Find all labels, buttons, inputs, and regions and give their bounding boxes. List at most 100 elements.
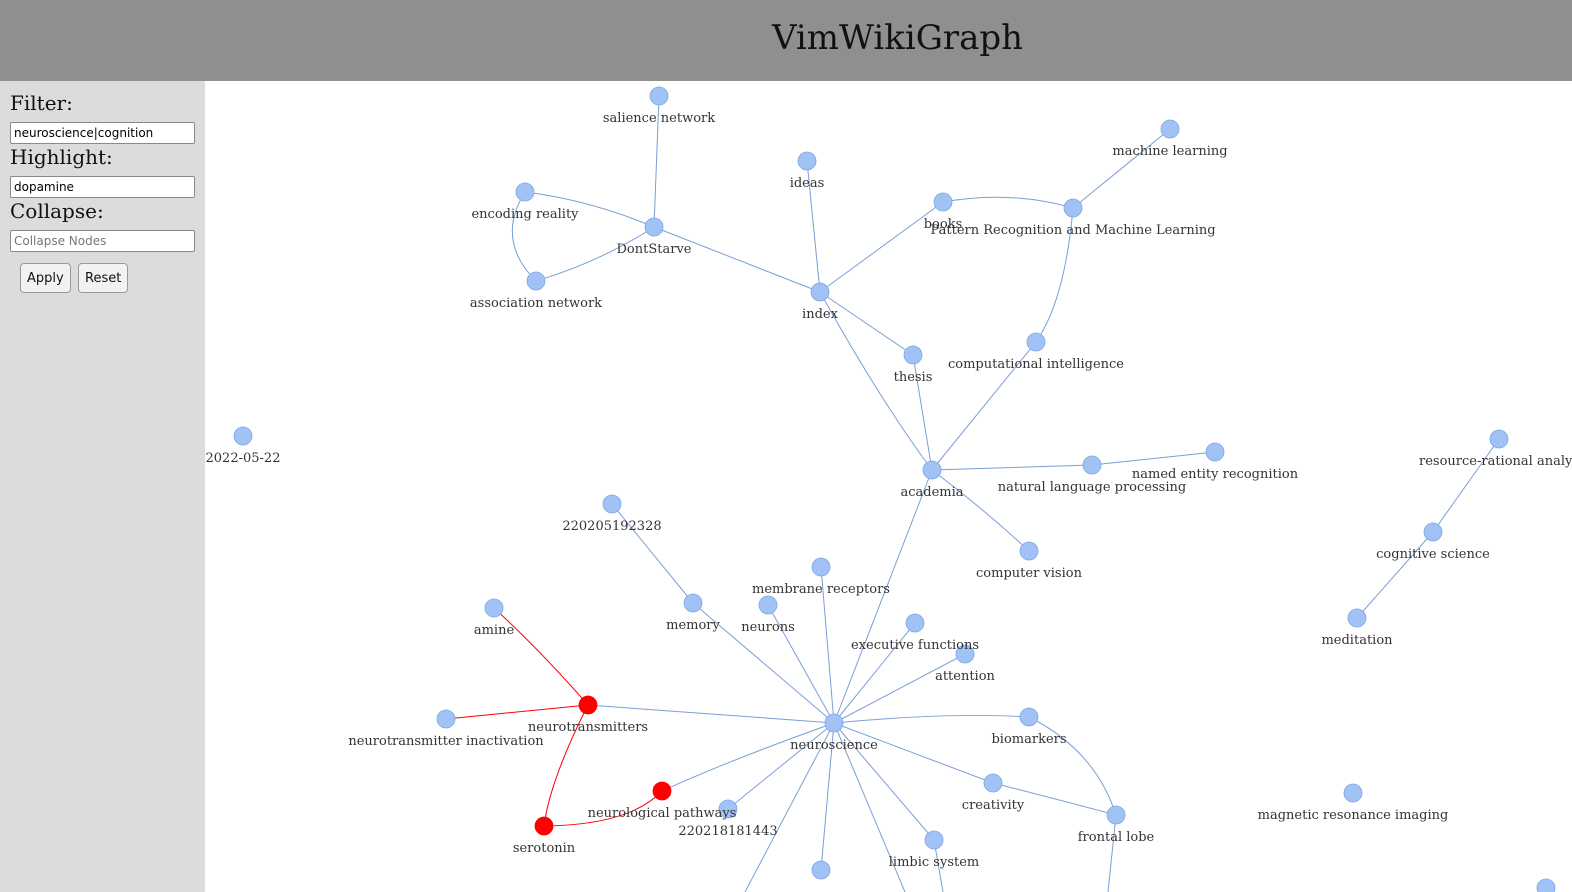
node-label-academia: academia	[900, 485, 963, 500]
node-label-id-220205: 220205192328	[562, 519, 661, 534]
reset-button[interactable]: Reset	[78, 263, 129, 293]
node-label-cognitive-science: cognitive science	[1376, 547, 1490, 562]
node-membrane-receptors[interactable]	[811, 557, 831, 577]
edge-cognitive_science-meditation	[1356, 531, 1434, 619]
node-id-220205[interactable]	[602, 494, 622, 514]
node-prml[interactable]	[1063, 198, 1083, 218]
filter-input[interactable]	[10, 122, 195, 144]
node-label-computational-intelligence: computational intelligence	[948, 357, 1124, 372]
node-label-neurological-pathways: neurological pathways	[588, 806, 737, 821]
edge-biomarkers-frontal_lobe	[1028, 716, 1117, 816]
node-ideas[interactable]	[797, 151, 817, 171]
edge-nlp-named_entity	[1091, 451, 1216, 466]
node-salience[interactable]	[649, 86, 669, 106]
edge-offscreen-1	[833, 722, 906, 892]
node-label-frontal-lobe: frontal lobe	[1078, 830, 1155, 845]
node-neurotransmitters[interactable]	[578, 695, 598, 715]
edge-index-books	[819, 201, 944, 293]
node-resource-rational[interactable]	[1489, 429, 1509, 449]
node-computer-vision[interactable]	[1019, 541, 1039, 561]
edge-index-thesis	[819, 291, 914, 356]
node-thesis[interactable]	[903, 345, 923, 365]
node-label-salience: salience network	[603, 111, 715, 126]
node-nt-inactivation[interactable]	[436, 709, 456, 729]
node-label-amine: amine	[474, 623, 515, 638]
node-executive-functions[interactable]	[905, 613, 925, 633]
node-id-220218[interactable]	[718, 799, 738, 819]
edge-neuroscience-id_220218	[727, 722, 835, 810]
node-label-nlp: natural language processing	[998, 480, 1186, 495]
node-label-executive-functions: executive functions	[851, 638, 979, 653]
node-biomarkers[interactable]	[1019, 707, 1039, 727]
node-label-association-network: association network	[470, 296, 602, 311]
node-serotonin[interactable]	[534, 816, 554, 836]
node-date-node[interactable]	[233, 426, 253, 446]
highlight-input[interactable]	[10, 176, 195, 198]
node-frontal-lobe[interactable]	[1106, 805, 1126, 825]
node-creativity[interactable]	[983, 773, 1003, 793]
node-named-entity[interactable]	[1205, 442, 1225, 462]
node-label-nt-inactivation: neurotransmitter inactivation	[348, 734, 544, 749]
edge-offscreen-3	[1107, 814, 1117, 892]
node-partial-bottom[interactable]	[811, 860, 831, 880]
edge-neuroscience-limbic_system	[833, 722, 935, 841]
edge-prml-computational_intelligence	[1035, 207, 1074, 343]
node-encoding-reality[interactable]	[515, 182, 535, 202]
edge-creativity-frontal_lobe	[992, 782, 1117, 816]
edge-prml-machine_learning	[1072, 128, 1171, 209]
node-label-membrane-receptors: membrane receptors	[752, 582, 890, 597]
collapse-input[interactable]	[10, 230, 195, 252]
sidebar: Filter: Highlight: Collapse:	[0, 81, 205, 892]
node-label-ideas: ideas	[790, 176, 825, 191]
node-computational-intelligence[interactable]	[1026, 332, 1046, 352]
node-label-magnetic-resonance: magnetic resonance imaging	[1258, 808, 1449, 823]
edge-executive_functions-neuroscience	[833, 622, 916, 724]
node-magnetic-resonance[interactable]	[1343, 783, 1363, 803]
node-dontstarve[interactable]	[644, 217, 664, 237]
node-neurological-pathways[interactable]	[652, 781, 672, 801]
edge-neuroscience-neurological_pathways	[661, 722, 835, 792]
node-memory[interactable]	[683, 593, 703, 613]
node-neuroscience[interactable]	[824, 713, 844, 733]
node-label-computer-vision: computer vision	[976, 566, 1083, 581]
node-label-books: books	[924, 217, 963, 232]
node-limbic-system[interactable]	[924, 830, 944, 850]
edge-computational_intelligence-academia	[931, 341, 1037, 471]
node-amine[interactable]	[484, 598, 504, 618]
edge-neurotransmitters-neuroscience	[587, 704, 835, 724]
node-label-named-entity: named entity recognition	[1132, 467, 1299, 482]
graph-nodes[interactable]	[233, 86, 1556, 892]
node-association-network[interactable]	[526, 271, 546, 291]
node-cognitive-science[interactable]	[1423, 522, 1443, 542]
node-label-meditation: meditation	[1321, 633, 1393, 648]
node-index[interactable]	[810, 282, 830, 302]
edge-nt_inactivation-neurotransmitters	[445, 704, 589, 720]
node-label-resource-rational: resource-rational analys	[1419, 454, 1572, 469]
highlight-label: Highlight:	[10, 145, 113, 169]
node-label-machine-learning: machine learning	[1112, 144, 1227, 159]
node-label-id-220218: 220218181443	[678, 824, 777, 839]
edge-resource_rational-cognitive_science	[1432, 438, 1500, 533]
node-nlp[interactable]	[1082, 455, 1102, 475]
app-header: VimWikiGraph	[0, 0, 1572, 81]
node-machine-learning[interactable]	[1160, 119, 1180, 139]
edge-association_network-dontstarve	[535, 226, 655, 282]
node-label-neuroscience: neuroscience	[790, 738, 878, 753]
edge-neuroscience-creativity	[833, 722, 994, 784]
edge-offscreen-0	[744, 722, 835, 892]
node-academia[interactable]	[922, 460, 942, 480]
edge-amine-neurotransmitters	[493, 607, 589, 706]
apply-button[interactable]: Apply	[20, 263, 71, 293]
node-meditation[interactable]	[1347, 608, 1367, 628]
graph-labels: salience network machine learning ideas enc…	[206, 111, 1572, 870]
node-neurons[interactable]	[758, 595, 778, 615]
edge-encoding_reality-association_network	[511, 191, 537, 282]
node-corner-node[interactable]	[1536, 878, 1556, 892]
node-books[interactable]	[933, 192, 953, 212]
node-attention[interactable]	[955, 644, 975, 664]
edge-salience-dontstarve	[653, 95, 660, 228]
filter-label: Filter:	[10, 91, 73, 115]
edge-id_220205-memory	[611, 503, 694, 604]
node-label-thesis: thesis	[894, 370, 933, 385]
